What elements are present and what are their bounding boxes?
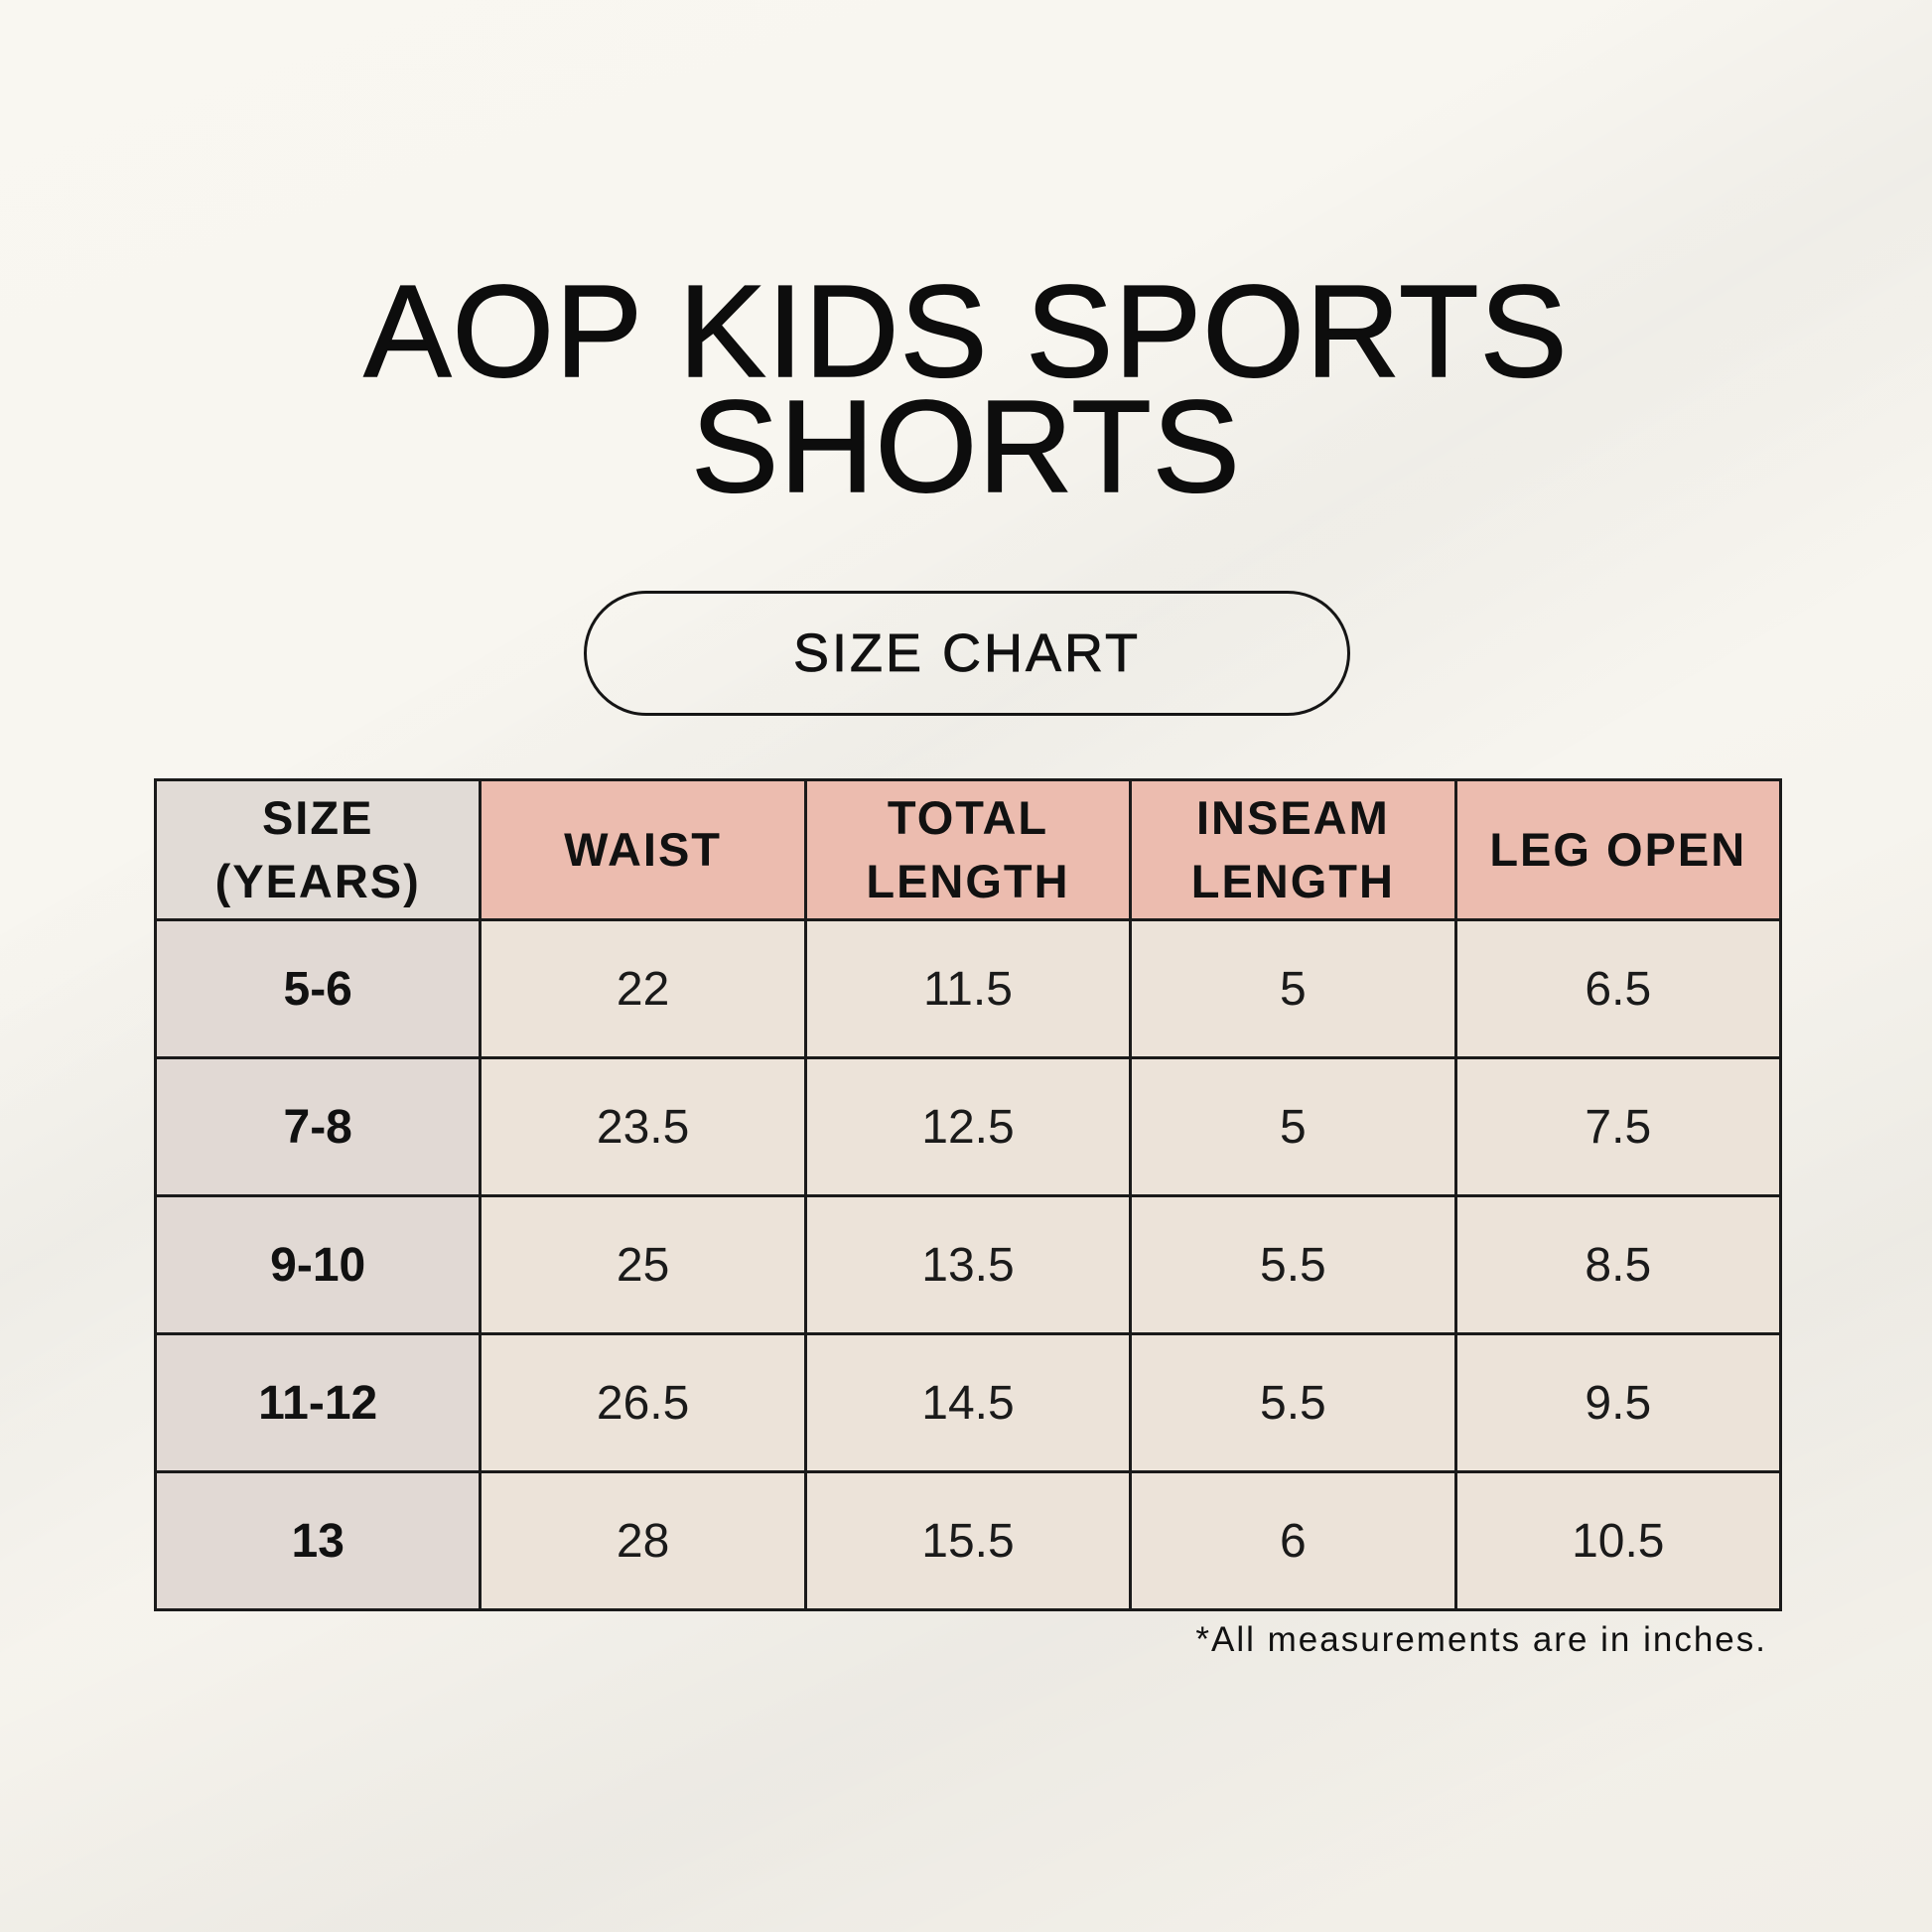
measurement-footnote: *All measurements are in inches. [1195, 1620, 1767, 1659]
column-header-waist: WAIST [479, 778, 807, 921]
table-row: 11-12 26.5 14.5 5.5 9.5 [153, 1332, 1783, 1473]
inseam-length-cell: 5.5 [1129, 1332, 1457, 1473]
size-cell: 5-6 [153, 918, 483, 1059]
leg-open-cell: 10.5 [1453, 1470, 1783, 1611]
column-header-size: SIZE (YEARS) [153, 778, 483, 921]
total-length-cell: 15.5 [803, 1470, 1133, 1611]
table-row: 13 28 15.5 6 10.5 [153, 1470, 1783, 1611]
size-cell: 13 [153, 1470, 483, 1611]
size-chart-badge: SIZE CHART [584, 591, 1350, 716]
inseam-length-cell: 5.5 [1129, 1194, 1457, 1335]
inseam-length-cell: 5 [1129, 918, 1457, 1059]
waist-cell: 23.5 [479, 1056, 807, 1197]
total-length-cell: 14.5 [803, 1332, 1133, 1473]
column-header-inseam-length: INSEAM LENGTH [1129, 778, 1457, 921]
total-length-cell: 12.5 [803, 1056, 1133, 1197]
column-header-leg-open: LEG OPEN [1453, 778, 1783, 921]
size-cell: 11-12 [153, 1332, 483, 1473]
size-table-header-row: SIZE (YEARS) WAIST TOTAL LENGTH INSEAM L… [153, 778, 1783, 921]
size-chart-badge-label: SIZE CHART [792, 623, 1142, 684]
table-row: 5-6 22 11.5 5 6.5 [153, 918, 1783, 1059]
inseam-length-cell: 5 [1129, 1056, 1457, 1197]
column-header-total-length: TOTAL LENGTH [803, 778, 1133, 921]
waist-cell: 22 [479, 918, 807, 1059]
page-title: AOP KIDS SPORTS SHORTS [0, 258, 1932, 519]
page-title-line-2: SHORTS [690, 373, 1241, 519]
leg-open-cell: 7.5 [1453, 1056, 1783, 1197]
size-table: SIZE (YEARS) WAIST TOTAL LENGTH INSEAM L… [153, 778, 1783, 1611]
leg-open-cell: 8.5 [1453, 1194, 1783, 1335]
size-cell: 9-10 [153, 1194, 483, 1335]
waist-cell: 28 [479, 1470, 807, 1611]
page-title-line-1: AOP KIDS SPORTS [363, 258, 1569, 404]
table-row: 9-10 25 13.5 5.5 8.5 [153, 1194, 1783, 1335]
inseam-length-cell: 6 [1129, 1470, 1457, 1611]
total-length-cell: 13.5 [803, 1194, 1133, 1335]
waist-cell: 26.5 [479, 1332, 807, 1473]
waist-cell: 25 [479, 1194, 807, 1335]
leg-open-cell: 6.5 [1453, 918, 1783, 1059]
table-row: 7-8 23.5 12.5 5 7.5 [153, 1056, 1783, 1197]
total-length-cell: 11.5 [803, 918, 1133, 1059]
leg-open-cell: 9.5 [1453, 1332, 1783, 1473]
size-cell: 7-8 [153, 1056, 483, 1197]
